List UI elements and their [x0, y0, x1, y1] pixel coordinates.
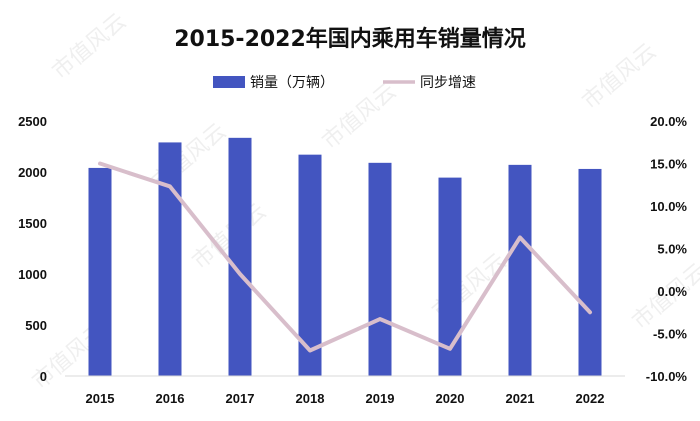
x-tick-label: 2015: [86, 391, 115, 406]
y-right-tick-label: 10.0%: [650, 199, 687, 214]
y-right-tick-label: -5.0%: [653, 327, 687, 342]
y-right-tick-label: 15.0%: [650, 157, 687, 172]
x-axis: 2015 2016 2017 2018 2019 2020 2021 2022: [86, 391, 605, 406]
x-tick-label: 2017: [226, 391, 255, 406]
x-tick-label: 2019: [366, 391, 395, 406]
bar-2021: [508, 164, 532, 376]
watermark-text: 市值风云: [578, 39, 661, 115]
x-tick-label: 2018: [296, 391, 325, 406]
growth-point-2021: [519, 236, 521, 238]
growth-point-2019: [379, 318, 381, 320]
growth-point-2022: [589, 311, 591, 313]
growth-point-2020: [449, 348, 451, 350]
y-axis-left: 0 500 1000 1500 2000 2500: [18, 114, 47, 384]
growth-point-2016: [169, 185, 171, 187]
chart-title: 2015-2022年国内乘用车销量情况: [174, 26, 526, 52]
legend-label-growth: 同步增速: [420, 75, 476, 91]
bar-2019: [368, 162, 392, 376]
bar-2015: [88, 167, 112, 376]
y-right-tick-label: 0.0%: [657, 284, 687, 299]
legend-swatch-sales: [213, 76, 245, 88]
x-tick-label: 2016: [156, 391, 185, 406]
growth-point-2018: [309, 350, 311, 351]
y-left-tick-label: 2500: [18, 114, 47, 129]
legend: 销量（万辆） 同步增速: [213, 75, 476, 91]
y-right-tick-label: 20.0%: [650, 114, 687, 129]
bar-series: [88, 137, 602, 376]
y-left-tick-label: 2000: [18, 165, 47, 180]
bar-2020: [438, 177, 462, 376]
y-left-tick-label: 500: [25, 318, 47, 333]
x-tick-label: 2021: [506, 391, 535, 406]
y-axis-right: -10.0% -5.0% 0.0% 5.0% 10.0% 15.0% 20.0%: [646, 114, 688, 384]
legend-label-sales: 销量（万辆）: [250, 75, 334, 91]
y-left-tick-label: 0: [40, 369, 47, 384]
x-tick-label: 2020: [436, 391, 465, 406]
y-left-tick-label: 1500: [18, 216, 47, 231]
growth-point-2015: [99, 163, 101, 164]
y-left-tick-label: 1000: [18, 267, 47, 282]
bar-2017: [228, 137, 252, 376]
bar-2016: [158, 142, 182, 376]
watermark-text: 市值风云: [48, 9, 131, 85]
growth-line: [98, 161, 592, 353]
x-tick-label: 2022: [576, 391, 605, 406]
growth-point-2017: [239, 273, 241, 275]
growth-line-series: [98, 161, 592, 353]
y-right-tick-label: 5.0%: [657, 242, 687, 257]
bar-2018: [298, 154, 322, 376]
y-right-tick-label: -10.0%: [646, 369, 688, 384]
bar-2022: [578, 168, 602, 376]
